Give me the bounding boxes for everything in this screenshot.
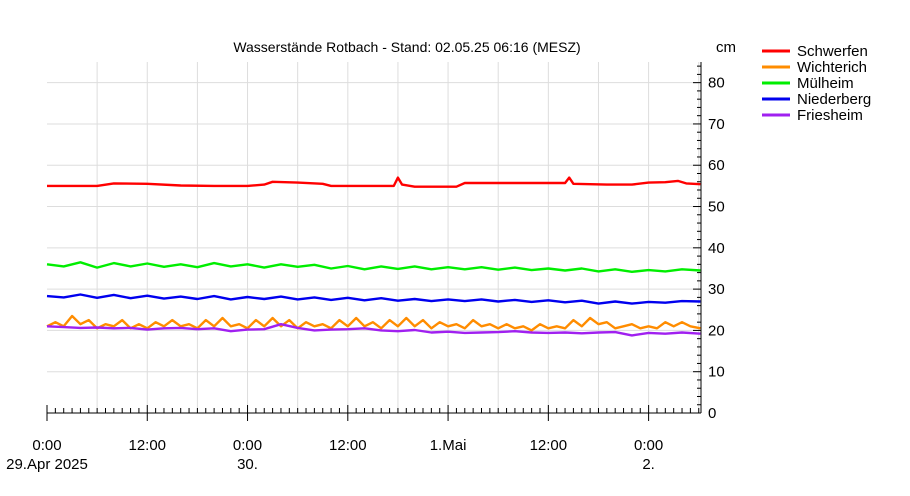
series-lines bbox=[46, 176, 701, 337]
x-tick-sublabel: 2. bbox=[642, 456, 655, 473]
y-tick-label: 0 bbox=[708, 405, 716, 422]
y-tick-label: 80 bbox=[708, 75, 725, 92]
x-tick-label: 12:00 bbox=[329, 437, 367, 454]
legend: SchwerfenWichterichMülheimNiederbergFrie… bbox=[762, 43, 871, 124]
legend-label: Mülheim bbox=[797, 75, 854, 92]
y-tick-label: 60 bbox=[708, 157, 725, 174]
series-line-friesheim bbox=[46, 323, 701, 337]
y-tick-label: 40 bbox=[708, 240, 725, 257]
series-line-schwerfen bbox=[47, 176, 701, 188]
y-axis-unit-label: cm bbox=[716, 39, 736, 56]
x-tick-label: 12:00 bbox=[128, 437, 166, 454]
y-tick-label: 50 bbox=[708, 199, 725, 216]
legend-label: Niederberg bbox=[797, 91, 871, 108]
legend-label: Wichterich bbox=[797, 59, 867, 76]
x-tick-sublabel: 29.Apr 2025 bbox=[6, 456, 88, 473]
series-line-mülheim bbox=[46, 261, 701, 273]
x-tick-label: 0:00 bbox=[634, 437, 663, 454]
chart-title: Wasserstände Rotbach - Stand: 02.05.25 0… bbox=[233, 39, 580, 55]
series-line-wichterich bbox=[46, 314, 701, 332]
x-tick-sublabel: 30. bbox=[237, 456, 258, 473]
axes: 0 10 20 30 40 50 60 70 80 0:00 29.Apr 2025 12:00 0:0… bbox=[6, 62, 725, 473]
legend-label: Friesheim bbox=[797, 107, 863, 124]
series-line-niederberg bbox=[46, 293, 701, 305]
x-tick-label: 12:00 bbox=[530, 437, 568, 454]
y-tick-label: 10 bbox=[708, 364, 725, 381]
y-tick-label: 70 bbox=[708, 116, 725, 133]
grid-lines bbox=[47, 62, 701, 413]
x-tick-label: 0:00 bbox=[233, 437, 262, 454]
x-tick-label: 1.Mai bbox=[430, 437, 467, 454]
legend-label: Schwerfen bbox=[797, 43, 868, 60]
x-tick-label: 0:00 bbox=[32, 437, 61, 454]
y-tick-label: 20 bbox=[708, 322, 725, 339]
y-tick-label: 30 bbox=[708, 281, 725, 298]
